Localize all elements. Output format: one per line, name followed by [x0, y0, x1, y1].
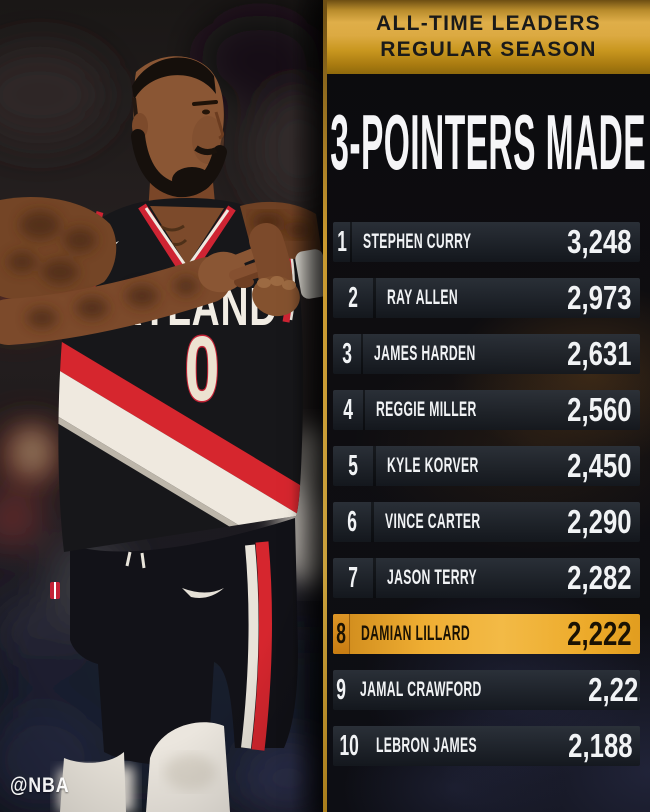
row-value-cell: 3,248 — [549, 222, 640, 262]
row-value: 2,188 — [568, 727, 633, 764]
row-value: 2,290 — [567, 503, 632, 540]
row-player: LEBRON JAMES — [376, 734, 478, 757]
row-divider — [350, 222, 352, 262]
row-player-cell: JAMES HARDEN — [363, 334, 549, 374]
row-value-cell: 2,221 — [570, 670, 640, 710]
vignette — [0, 0, 323, 812]
row-player: STEPHEN CURRY — [362, 230, 471, 253]
row-divider — [370, 502, 374, 542]
row-rank-cell: 9 — [333, 670, 349, 710]
row-divider — [361, 334, 364, 374]
leaderboard-row: 10 LEBRON JAMES 2,188 — [333, 726, 640, 766]
row-value-cell: 2,450 — [549, 446, 640, 486]
row-player-cell: DAMIAN LILLARD — [350, 614, 549, 654]
row-rank-cell: 5 — [333, 446, 373, 486]
row-divider — [349, 614, 351, 654]
row-value-cell: 2,560 — [549, 390, 640, 430]
leaderboard-row: 1 STEPHEN CURRY 3,248 — [333, 222, 640, 262]
row-player-cell: REGGIE MILLER — [365, 390, 549, 430]
player-photo-art: RTLAND 0 — [0, 0, 323, 812]
leaderboard-row: 6 VINCE CARTER 2,290 — [333, 502, 640, 542]
row-rank-cell: 3 — [333, 334, 361, 374]
row-player-cell: JASON TERRY — [376, 558, 549, 598]
header-banner: ALL-TIME LEADERS REGULAR SEASON — [327, 0, 650, 74]
row-value-cell: 2,222 — [549, 614, 640, 654]
leaderboard-rows: 1 STEPHEN CURRY 3,248 2 RAY ALLEN 2,973 … — [327, 222, 650, 766]
row-rank: 2 — [348, 281, 358, 314]
row-player: KYLE KORVER — [387, 454, 479, 477]
gold-border — [323, 0, 327, 812]
leaderboard-row: 8 DAMIAN LILLARD 2,222 — [333, 614, 640, 654]
header-line2: REGULAR SEASON — [380, 38, 597, 61]
row-player: DAMIAN LILLARD — [361, 622, 471, 645]
row-value: 3,248 — [567, 223, 632, 260]
leaderboard-panel: ALL-TIME LEADERS REGULAR SEASON 3-POINTE… — [323, 0, 650, 812]
leaderboard-row: 5 KYLE KORVER 2,450 — [333, 446, 640, 486]
row-divider — [373, 446, 376, 486]
row-player-cell: KYLE KORVER — [376, 446, 549, 486]
row-value-cell: 2,631 — [549, 334, 640, 374]
row-rank-cell: 1 — [333, 222, 350, 262]
row-player-cell: STEPHEN CURRY — [352, 222, 550, 262]
row-player-cell: JAMAL CRAWFORD — [349, 670, 570, 710]
row-player-cell: LEBRON JAMES — [365, 726, 550, 766]
player-photo: RTLAND 0 — [0, 0, 323, 812]
row-player: JAMES HARDEN — [374, 342, 476, 365]
row-rank-cell: 8 — [333, 614, 350, 654]
row-player: JAMAL CRAWFORD — [360, 678, 482, 701]
nba-watermark: @NBA — [10, 774, 70, 797]
row-rank-cell: 10 — [333, 726, 365, 766]
row-rank: 3 — [342, 337, 352, 370]
leaderboard-row: 2 RAY ALLEN 2,973 — [333, 278, 640, 318]
row-value: 2,973 — [567, 279, 632, 316]
page-title: 3-POINTERS MADE — [330, 97, 647, 186]
row-value-cell: 2,290 — [549, 502, 640, 542]
row-player-cell: VINCE CARTER — [374, 502, 550, 542]
row-value: 2,631 — [567, 335, 632, 372]
row-rank-cell: 4 — [333, 390, 363, 430]
row-rank: 7 — [348, 561, 358, 594]
row-divider — [373, 278, 376, 318]
row-rank: 4 — [342, 393, 353, 426]
row-rank: 8 — [336, 617, 346, 650]
leaderboard-row: 7 JASON TERRY 2,282 — [333, 558, 640, 598]
leaderboard-row: 4 REGGIE MILLER 2,560 — [333, 390, 640, 430]
row-value: 2,222 — [567, 615, 632, 652]
row-player: VINCE CARTER — [384, 510, 481, 533]
row-rank: 6 — [347, 505, 357, 538]
row-value-cell: 2,282 — [549, 558, 640, 598]
row-value: 2,450 — [567, 447, 632, 484]
row-rank: 5 — [348, 449, 358, 482]
leaderboard-row: 3 JAMES HARDEN 2,631 — [333, 334, 640, 374]
row-player: REGGIE MILLER — [375, 398, 477, 421]
row-value: 2,221 — [588, 671, 640, 708]
row-rank: 9 — [336, 673, 346, 706]
row-value: 2,560 — [567, 391, 632, 428]
row-player: JASON TERRY — [387, 566, 478, 589]
row-divider — [362, 390, 365, 430]
row-player-cell: RAY ALLEN — [376, 278, 549, 318]
row-player: RAY ALLEN — [387, 286, 459, 309]
row-divider — [373, 558, 376, 598]
row-rank: 1 — [336, 225, 347, 258]
row-rank-cell: 6 — [333, 502, 371, 542]
row-rank-cell: 2 — [333, 278, 373, 318]
row-value-cell: 2,973 — [549, 278, 640, 318]
row-rank-cell: 7 — [333, 558, 373, 598]
header-line1: ALL-TIME LEADERS — [376, 12, 601, 35]
row-value: 2,282 — [567, 559, 632, 596]
title-block: 3-POINTERS MADE — [327, 74, 650, 210]
leaderboard-row: 9 JAMAL CRAWFORD 2,221 — [333, 670, 640, 710]
row-value-cell: 2,188 — [550, 726, 640, 766]
row-rank: 10 — [339, 729, 359, 762]
